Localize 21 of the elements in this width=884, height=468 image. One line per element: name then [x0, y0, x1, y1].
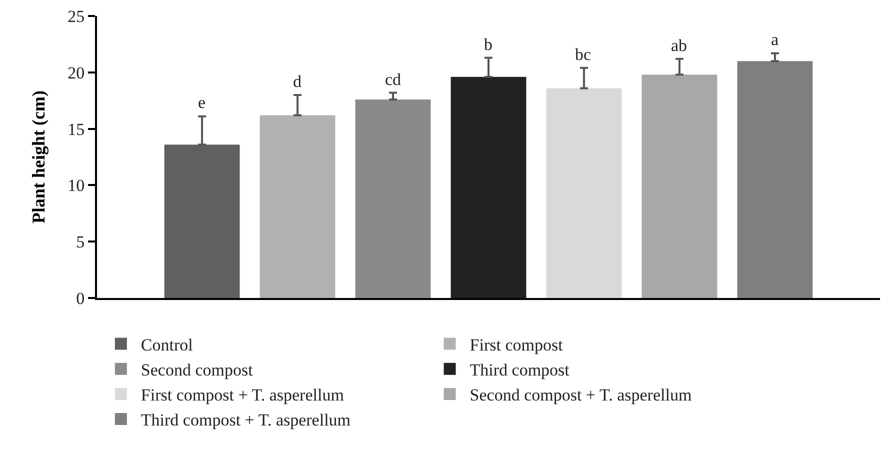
y-tick-label: 0: [76, 288, 85, 308]
data-label: e: [198, 93, 206, 112]
legend-label: Second compost + T. asperellum: [470, 386, 692, 405]
legend-label: First compost + T. asperellum: [140, 386, 344, 405]
data-label: a: [771, 30, 779, 49]
y-tick-label: 20: [68, 63, 85, 82]
legend-label: Third compost + T. asperellum: [140, 410, 351, 430]
data-label: d: [293, 72, 302, 91]
y-tick-label: 5: [76, 232, 85, 252]
legend-label: Second compost: [140, 360, 254, 380]
data-label: b: [484, 35, 492, 54]
y-tick-label: 15: [68, 120, 85, 139]
legend-label: First compost: [470, 335, 564, 354]
y-axis-title: Plant height (cm): [28, 90, 48, 224]
legend-label: Third compost: [470, 360, 570, 380]
data-label: ab: [671, 36, 688, 55]
data-label: bc: [575, 45, 592, 64]
legend-label: Control: [140, 335, 194, 354]
y-tick-label: 25: [68, 6, 85, 26]
data-label: cd: [385, 70, 402, 89]
y-tick-label: 10: [68, 176, 85, 196]
